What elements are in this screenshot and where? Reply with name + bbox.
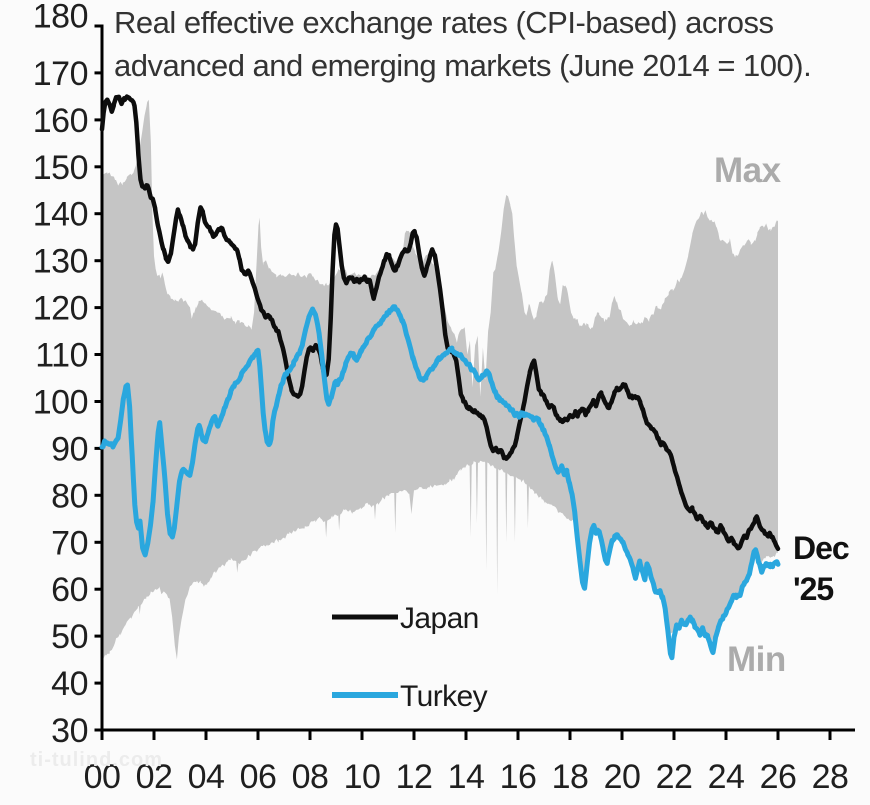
svg-text:120: 120 [33, 290, 88, 328]
svg-text:04: 04 [188, 758, 225, 796]
svg-text:160: 160 [33, 102, 88, 140]
svg-text:28: 28 [812, 758, 849, 796]
svg-text:100: 100 [33, 384, 88, 422]
svg-text:14: 14 [448, 758, 485, 796]
svg-text:18: 18 [552, 758, 589, 796]
svg-text:130: 130 [33, 243, 88, 281]
svg-text:40: 40 [51, 665, 88, 703]
svg-text:22: 22 [656, 758, 693, 796]
svg-text:02: 02 [136, 758, 173, 796]
svg-text:06: 06 [240, 758, 277, 796]
svg-text:12: 12 [396, 758, 433, 796]
svg-text:'25: '25 [793, 571, 833, 607]
svg-text:110: 110 [35, 337, 88, 375]
svg-text:70: 70 [51, 524, 88, 562]
svg-text:180: 180 [33, 0, 88, 36]
svg-text:30: 30 [51, 712, 88, 750]
svg-text:24: 24 [708, 758, 745, 796]
svg-text:80: 80 [51, 477, 88, 515]
svg-text:140: 140 [33, 196, 88, 234]
svg-text:Max: Max [714, 151, 782, 190]
svg-text:Real effective exchange rates: Real effective exchange rates (CPI-based… [114, 5, 773, 40]
svg-text:Japan: Japan [400, 602, 479, 635]
svg-text:00: 00 [84, 758, 121, 796]
svg-text:advanced and emerging markets: advanced and emerging markets (June 2014… [114, 48, 811, 83]
svg-text:60: 60 [51, 571, 88, 609]
svg-text:10: 10 [344, 758, 381, 796]
svg-text:16: 16 [500, 758, 537, 796]
svg-text:Dec: Dec [793, 530, 849, 566]
svg-text:26: 26 [760, 758, 797, 796]
svg-text:ti-tulind.com: ti-tulind.com [30, 749, 163, 771]
svg-text:50: 50 [51, 618, 88, 656]
svg-text:150: 150 [33, 149, 88, 187]
svg-text:170: 170 [33, 55, 88, 93]
svg-text:20: 20 [604, 758, 641, 796]
svg-text:90: 90 [51, 430, 88, 468]
svg-text:Min: Min [727, 640, 786, 679]
svg-text:Turkey: Turkey [400, 680, 488, 713]
svg-text:08: 08 [292, 758, 329, 796]
